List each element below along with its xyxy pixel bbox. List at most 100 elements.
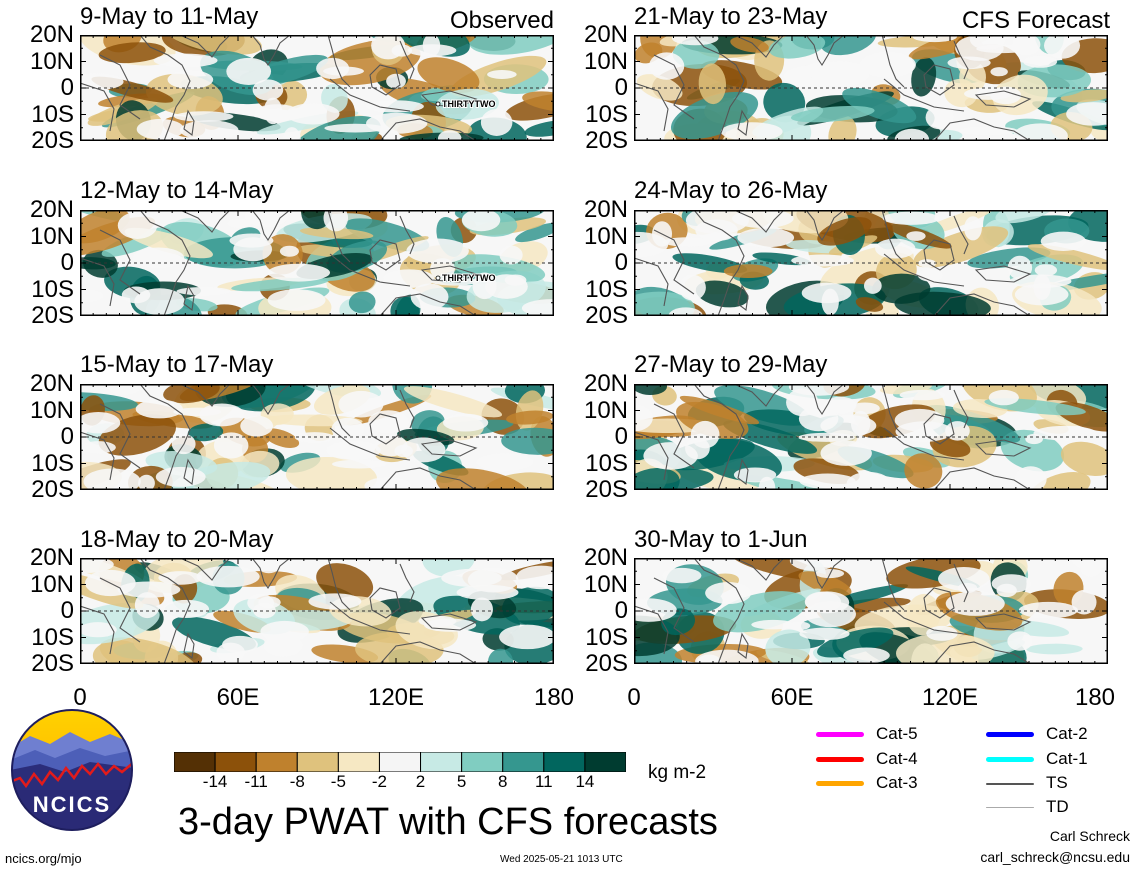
storm-marker bbox=[435, 101, 441, 107]
storm-label: THIRTYTWO bbox=[442, 273, 496, 283]
logo-text: NCICS bbox=[33, 792, 111, 817]
lat-label: 20N bbox=[29, 21, 74, 48]
panel-title-5: 21-May to 23-May bbox=[634, 3, 828, 30]
lat-label: 0 bbox=[60, 249, 74, 276]
main-title: 3-day PWAT with CFS forecasts bbox=[178, 801, 718, 843]
observed-header: Observed bbox=[449, 7, 554, 34]
colorbar-tick-label: 2 bbox=[415, 772, 426, 791]
lat-label: 20N bbox=[583, 21, 628, 48]
track-legend-swatch bbox=[986, 757, 1034, 762]
lat-label: 0 bbox=[614, 423, 628, 450]
lat-label: 20S bbox=[31, 302, 74, 329]
axis-ticks bbox=[634, 558, 1108, 664]
axis-ticks bbox=[80, 558, 554, 664]
colorbar-swatch bbox=[543, 751, 586, 773]
map-panel-2: THIRTYTWO bbox=[80, 210, 554, 316]
lat-label: 10S bbox=[31, 623, 74, 651]
track-legend-label: Cat-3 bbox=[876, 773, 918, 792]
pwat-anomaly-field bbox=[80, 210, 554, 316]
track-legend-label: TD bbox=[1046, 797, 1069, 816]
track-legend-swatch bbox=[816, 781, 864, 786]
axis-ticks bbox=[634, 210, 1108, 316]
map-panel-4 bbox=[80, 558, 554, 664]
lat-label: 0 bbox=[60, 74, 74, 101]
lon-label-right-180: 180 bbox=[1074, 684, 1116, 711]
colorbar-tick-label: 8 bbox=[497, 772, 508, 791]
axis-ticks bbox=[634, 35, 1108, 141]
panel-title-4: 18-May to 20-May bbox=[80, 526, 274, 553]
coastlines bbox=[634, 558, 1032, 664]
pwat-map: THIRTYTWO bbox=[80, 35, 554, 141]
panel-title-2: 12-May to 14-May bbox=[80, 177, 274, 204]
track-legend-swatch bbox=[816, 757, 864, 762]
lat-label: 10N bbox=[29, 570, 74, 598]
colorbar-tick-label: -11 bbox=[244, 772, 268, 791]
footer-author: Carl Schreck bbox=[1049, 828, 1130, 844]
lat-label: 10S bbox=[585, 100, 628, 128]
colorbar-swatch bbox=[255, 751, 298, 773]
lat-label: 10N bbox=[583, 222, 628, 250]
lat-label: 20S bbox=[31, 650, 74, 677]
coastlines bbox=[80, 35, 478, 141]
colorbar-swatch bbox=[420, 751, 463, 773]
lat-label: 20N bbox=[29, 544, 74, 571]
ncics-logo-graphic: NCICS bbox=[11, 709, 133, 831]
map-panel-6 bbox=[634, 210, 1108, 316]
pwat-anomaly-field bbox=[634, 384, 1108, 490]
colorbar-graphic bbox=[173, 751, 627, 773]
lon-label-left-0: 0 bbox=[73, 684, 87, 711]
lat-label: 10S bbox=[585, 275, 628, 303]
lat-label: 0 bbox=[614, 249, 628, 276]
pwat-map bbox=[80, 558, 554, 664]
lat-label: 10S bbox=[31, 100, 74, 128]
map-panel-1: THIRTYTWO bbox=[80, 35, 554, 141]
lat-label: 10N bbox=[29, 47, 74, 75]
lon-label-left-180: 180 bbox=[533, 684, 575, 711]
colorbar-tick-label: -2 bbox=[371, 772, 388, 791]
lat-label: 0 bbox=[614, 74, 628, 101]
panel-title-8: 30-May to 1-Jun bbox=[634, 526, 808, 553]
lat-label: 10N bbox=[29, 222, 74, 250]
lon-label-left-120e: 120E bbox=[367, 684, 425, 711]
lat-label: 20N bbox=[583, 196, 628, 223]
storm-marker bbox=[435, 275, 441, 281]
footer-timestamp: Wed 2025-05-21 1013 UTC bbox=[500, 854, 623, 865]
pwat-map bbox=[634, 210, 1108, 316]
coastlines bbox=[80, 384, 478, 490]
lat-label: 20S bbox=[585, 650, 628, 677]
colorbar-swatch bbox=[173, 751, 216, 773]
lon-label-right-120e: 120E bbox=[921, 684, 979, 711]
lat-label: 0 bbox=[614, 597, 628, 624]
track-legend-swatch bbox=[986, 732, 1034, 737]
storm-label: THIRTYTWO bbox=[442, 99, 496, 109]
lat-label: 20S bbox=[31, 476, 74, 503]
colorbar-tick-label: -8 bbox=[289, 772, 305, 791]
footer-url: ncics.org/mjo bbox=[5, 851, 82, 866]
panel-title-6: 24-May to 26-May bbox=[634, 177, 828, 204]
forecast-header: CFS Forecast bbox=[961, 7, 1110, 34]
colorbar-swatch bbox=[502, 751, 545, 773]
pwat-map bbox=[634, 384, 1108, 490]
lat-label: 0 bbox=[60, 597, 74, 624]
axis-ticks bbox=[80, 35, 554, 141]
lat-label: 20N bbox=[583, 370, 628, 397]
coastlines bbox=[634, 384, 1032, 490]
colorbar bbox=[173, 751, 627, 773]
track-legend-swatch bbox=[986, 783, 1034, 785]
pwat-map bbox=[634, 558, 1108, 664]
colorbar-tick-label: 5 bbox=[456, 772, 467, 791]
lon-label-right-0: 0 bbox=[627, 684, 641, 711]
lat-label: 20N bbox=[29, 370, 74, 397]
lat-label: 20S bbox=[585, 476, 628, 503]
track-legend-swatch bbox=[986, 807, 1034, 808]
coastlines bbox=[634, 35, 1032, 141]
colorbar-tick-label: 14 bbox=[575, 772, 595, 791]
lat-label: 10S bbox=[31, 275, 74, 303]
lat-label: 20S bbox=[585, 127, 628, 154]
lat-label: 20N bbox=[583, 544, 628, 571]
lat-label: 10N bbox=[29, 396, 74, 424]
axis-ticks bbox=[80, 384, 554, 490]
footer-email: carl_schreck@ncsu.edu bbox=[980, 849, 1130, 865]
colorbar-swatch bbox=[584, 751, 627, 773]
map-panel-7 bbox=[634, 384, 1108, 490]
